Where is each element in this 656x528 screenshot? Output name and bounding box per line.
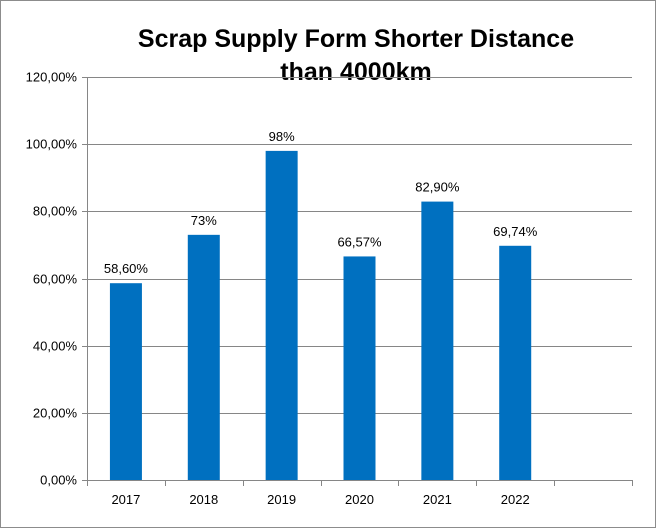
y-tick-label: 120,00% (26, 70, 78, 85)
y-tick-label: 20,00% (33, 406, 78, 421)
data-label: 82,90% (415, 180, 460, 195)
y-tick-label: 40,00% (33, 339, 78, 354)
y-tick-label: 60,00% (33, 272, 78, 287)
bar (499, 245, 532, 480)
y-tick-label: 80,00% (33, 204, 78, 219)
chart-title: Scrap Supply Form Shorter Distance than … (61, 23, 651, 89)
x-tick-label: 2019 (267, 492, 296, 507)
data-label: 98% (269, 129, 295, 144)
bar (343, 256, 376, 480)
data-label: 66,57% (337, 234, 382, 249)
y-tick-label: 0,00% (40, 473, 77, 488)
y-tick-label: 100,00% (26, 137, 78, 152)
data-label: 69,74% (493, 224, 538, 239)
bar (421, 201, 454, 480)
chart-title-line-2: than 4000km (280, 58, 432, 86)
x-tick-label: 2020 (345, 492, 374, 507)
data-label: 73% (191, 213, 217, 228)
x-tick-label: 2021 (423, 492, 452, 507)
chart-title-line-1: Scrap Supply Form Shorter Distance (137, 25, 575, 53)
x-tick-label: 2018 (189, 492, 218, 507)
bar (265, 150, 298, 480)
x-tick-label: 2017 (111, 492, 140, 507)
bar (109, 283, 142, 480)
bar (187, 234, 220, 480)
data-label: 58,60% (104, 261, 149, 276)
x-tick-label: 2022 (501, 492, 530, 507)
